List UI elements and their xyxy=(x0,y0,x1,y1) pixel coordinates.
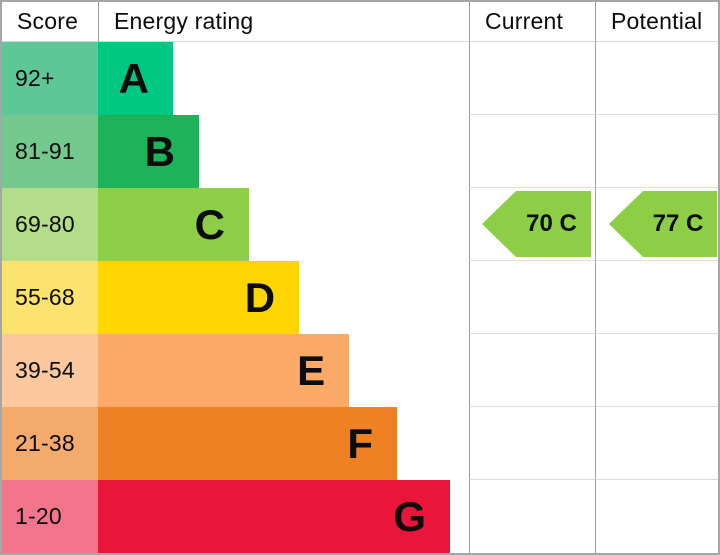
band-letter-f: F xyxy=(347,419,374,467)
rating-bar-a: A xyxy=(98,42,173,115)
score-cell-d: 55-68 xyxy=(2,261,98,334)
score-cell-f: 21-38 xyxy=(2,407,98,480)
band-letter-c: C xyxy=(194,200,225,248)
current-cell-f xyxy=(469,407,595,480)
rating-bar-b: B xyxy=(98,115,199,188)
rating-bar-cell-a: A xyxy=(98,42,469,115)
band-letter-e: E xyxy=(297,346,326,394)
band-letter-a: A xyxy=(118,54,149,102)
rating-bar-d: D xyxy=(98,261,300,334)
score-cell-b: 81-91 xyxy=(2,115,98,188)
header-energy-rating: Energy rating xyxy=(98,2,469,42)
potential-cell-c: 77 C xyxy=(595,188,718,261)
band-letter-d: D xyxy=(244,273,276,321)
current-cell-e xyxy=(469,334,595,407)
score-cell-c: 69-80 xyxy=(2,188,98,261)
rating-bar-f: F xyxy=(98,407,398,480)
potential-cell-e xyxy=(595,334,718,407)
rating-bar-cell-c: C xyxy=(98,188,469,261)
potential-cell-a xyxy=(595,42,718,115)
potential-rating-label: 77 C xyxy=(652,210,704,237)
score-cell-g: 1-20 xyxy=(2,480,98,553)
current-cell-a xyxy=(469,42,595,115)
band-letter-g: G xyxy=(393,492,427,540)
current-cell-b xyxy=(469,115,595,188)
potential-cell-d xyxy=(595,261,718,334)
band-letter-b: B xyxy=(144,127,175,175)
score-cell-a: 92+ xyxy=(2,42,98,115)
current-rating-arrow: 70 C xyxy=(482,191,591,257)
rating-bar-c: C xyxy=(98,188,249,261)
rating-bar-e: E xyxy=(98,334,350,407)
potential-cell-g xyxy=(595,480,718,553)
potential-cell-b xyxy=(595,115,718,188)
rating-bar-cell-e: E xyxy=(98,334,469,407)
rating-bar-cell-g: G xyxy=(98,480,469,553)
current-cell-g xyxy=(469,480,595,553)
potential-rating-arrow: 77 C xyxy=(609,191,717,257)
current-rating-label: 70 C xyxy=(526,210,577,237)
rating-bar-cell-f: F xyxy=(98,407,469,480)
header-potential: Potential xyxy=(595,2,718,42)
current-cell-d xyxy=(469,261,595,334)
score-cell-e: 39-54 xyxy=(2,334,98,407)
potential-cell-f xyxy=(595,407,718,480)
current-cell-c: 70 C xyxy=(469,188,595,261)
header-current: Current xyxy=(469,2,595,42)
rating-bar-cell-d: D xyxy=(98,261,469,334)
rating-bar-g: G xyxy=(98,480,451,553)
header-score: Score xyxy=(2,2,98,42)
rating-bar-cell-b: B xyxy=(98,115,469,188)
